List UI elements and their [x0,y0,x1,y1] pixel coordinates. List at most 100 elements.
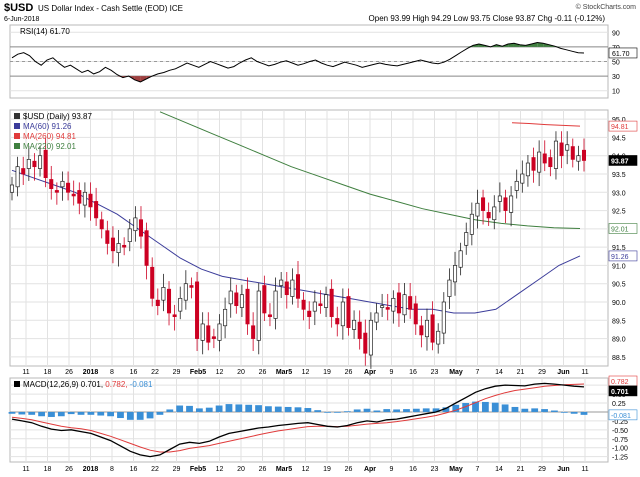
price-tick-label: 90.5 [612,282,626,289]
price-candles [9,131,587,369]
rsi-tag-label: 61.70 [612,51,630,58]
candle-body [49,179,54,189]
price-gridlines [10,110,608,366]
candle-body [357,321,362,339]
macd-histogram-bar [442,407,450,412]
macd-histogram-bar [511,406,519,412]
price-tick-label: 94.5 [612,135,626,142]
x-axis-label: 29 [173,369,181,376]
x-axis-label: 8 [110,369,114,376]
macd-histogram-bar [156,411,164,415]
macd-histogram-bar [265,406,272,412]
x-axis-label: Apr [364,466,376,473]
candle-body [105,230,110,244]
rsi-current-tag: 61.70 [608,47,638,59]
macd-tick-label: -0.50 [612,428,628,435]
macd-label-hist: -0.081 [130,380,153,389]
candle-body [71,193,76,197]
x-axis-label: 20 [237,369,245,376]
macd-histogram-bar [87,411,95,415]
rsi-label: RSI(14) 61.70 [20,27,70,36]
macd-histogram-bar [126,411,134,420]
candle-body [391,297,396,312]
price-tag-box [608,250,638,262]
x-axis-label: 12 [216,369,224,376]
macd-tick-label: -0.75 [612,437,628,444]
candle-body [503,197,508,211]
price-panel: 95.094.594.093.593.092.592.091.591.090.5… [9,109,638,369]
macd-histogram-bar [393,409,401,412]
x-axis-label: 23 [431,369,439,376]
x-axis-label: 11 [22,466,29,473]
legend-swatch-ma60 [14,123,20,129]
macd-histogram-bar [521,408,529,412]
rsi-tick-label: 90 [612,30,620,37]
candle-body [251,325,256,339]
macd-histogram-bar [67,411,75,415]
candle-body [223,308,228,327]
candle-body [122,244,127,248]
macd-histogram-bar [403,409,410,412]
candle-body [363,332,368,354]
macd-histogram-bar [235,404,243,412]
candle-body [324,294,329,308]
candle-body [273,290,278,319]
candle-body [481,197,486,211]
ma-260-line [511,122,581,127]
macd-histogram-bar [136,411,144,420]
macd-histogram-bar [452,404,460,412]
x-axis-label: 18 [44,369,52,376]
candle-body [492,206,497,221]
candle-body [301,299,306,310]
macd-histogram-bar [541,409,548,412]
candle-body [9,184,15,193]
rsi-line [11,41,585,83]
candle-body [150,266,155,299]
price-legend: $USD (Daily) 93.87 MA(60) 91.26 MA(260) … [14,112,92,151]
macd-tick-label: -0.25 [612,419,628,426]
macd-tick-label: 0.25 [612,401,626,408]
x-axis-label: Feb5 [190,369,206,376]
candle-body [77,190,82,204]
stockcharts-watermark: © StockCharts.com [576,3,637,11]
x-axis-label: 26 [345,466,353,473]
x-axis-label: 12 [216,466,224,473]
macd-panel: 0.750.500.250.00-0.25-0.50-0.75-1.00-1.2… [8,375,638,463]
rsi-overbought-fill [513,43,520,47]
candle-body [453,265,458,283]
macd-line [11,382,585,458]
x-axis-label: Mar5 [276,466,292,473]
candle-body [88,193,93,208]
x-axis-label: 16 [130,466,138,473]
candle-body [155,299,160,307]
candle-body [217,323,222,341]
candle-body [408,296,413,310]
candle-body [548,157,553,168]
candle-body [15,166,20,188]
x-axis-label: Jun [557,466,569,473]
x-axis-label: 20 [237,466,245,473]
rsi-panel: 9070503010 RSI(14) 61.70 61.70 [9,24,638,99]
candle-body [419,325,424,336]
macd-histogram-bar [383,409,391,412]
macd-histogram-bar [97,411,105,416]
macd-histogram-bar [501,404,509,412]
x-axis-label: 26 [345,369,353,376]
candle-body [576,155,581,162]
x-axis-label: 14 [495,466,503,473]
macd-histogram-bar [18,411,26,415]
x-axis-label: 2018 [83,466,99,473]
candle-body [26,159,31,169]
x-axis-label: 23 [431,466,439,473]
x-axis-label: 16 [409,369,417,376]
candle-body [307,310,312,317]
rsi-tag-box [608,47,638,59]
x-axis-label: 16 [409,466,417,473]
legend-swatch-price [14,113,20,119]
macd-histogram-bar [146,411,154,419]
x-axis-label: 7 [476,369,480,376]
legend-swatch-ma220 [14,143,20,149]
candle-body [430,314,435,343]
macd-label-macd: MACD(12,26,9) 0.701, [23,380,103,389]
candle-body [346,296,351,328]
